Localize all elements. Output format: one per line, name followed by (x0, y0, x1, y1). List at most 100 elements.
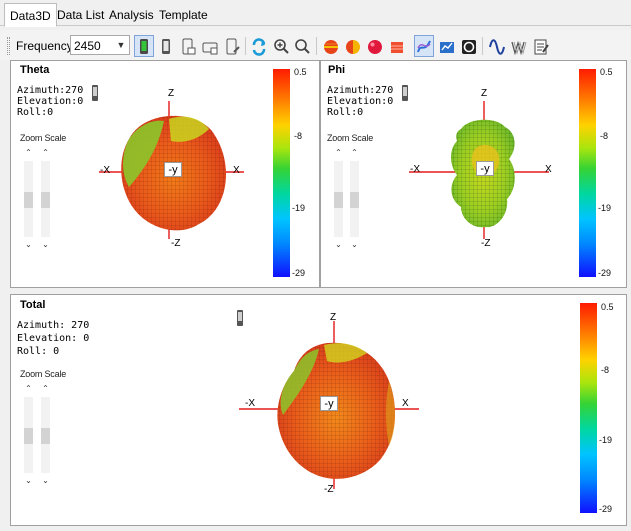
chevron-up-icon[interactable]: ⌃ (42, 384, 49, 393)
panel-title: Phi (328, 64, 346, 76)
zoom-slider-right[interactable]: ⌃ ⌄ (348, 147, 361, 251)
half-sphere-button[interactable] (343, 35, 363, 57)
axis-label-neg-x: -X (245, 398, 255, 409)
scale-tick: -19 (598, 203, 612, 213)
slider-thumb[interactable] (41, 192, 50, 208)
green-region (280, 349, 319, 415)
scale-tick: -29 (599, 504, 613, 514)
axis-label-x: X (545, 164, 552, 175)
half-sphere-icon (346, 40, 360, 54)
surface-plot-button[interactable] (414, 35, 434, 57)
tab-analysis[interactable]: Analysis (109, 8, 154, 22)
roll-readout: Roll:0 (17, 107, 54, 118)
tab-data-list[interactable]: Data List (57, 8, 105, 22)
theta-pattern-plot[interactable] (99, 89, 249, 279)
multi-wave-button[interactable] (509, 35, 529, 57)
slider-thumb[interactable] (350, 192, 359, 208)
phi-pattern-plot[interactable] (409, 89, 559, 279)
panel-title: Total (20, 299, 46, 311)
total-pattern-plot[interactable] (239, 311, 429, 511)
zoom-out-button[interactable] (292, 35, 312, 57)
scale-tick: 0.5 (600, 67, 613, 77)
scale-tick: -8 (294, 131, 303, 141)
chevron-down-icon[interactable]: ⌄ (25, 240, 32, 249)
phone-orientation-icon (237, 310, 243, 326)
chevron-down-icon[interactable]: ⌄ (42, 240, 49, 249)
zoom-slider-left[interactable]: ⌃ ⌄ (22, 147, 35, 251)
chevron-down-icon[interactable]: ▼ (116, 40, 126, 50)
azimuth-readout: Azimuth:270 (17, 85, 84, 96)
slider-thumb[interactable] (41, 428, 50, 444)
circle-target-button[interactable] (459, 35, 479, 57)
tab-data3d[interactable]: Data3D (4, 3, 57, 27)
chevron-down-icon[interactable]: ⌄ (351, 240, 358, 249)
phi-panel: Phi Azimuth:270 Elevation:0 Roll:0 Zoom … (320, 60, 627, 288)
chevron-up-icon[interactable]: ⌃ (335, 148, 342, 157)
wave-button[interactable] (487, 35, 507, 57)
notes-icon (534, 39, 549, 55)
sphere-slice-button[interactable] (321, 35, 341, 57)
color-scale-bar (580, 303, 597, 513)
toolbar-separator (316, 37, 317, 55)
theta-panel: Theta Azimuth:270 Elevation:0 Roll:0 Zoo… (10, 60, 320, 288)
toolbar: Frequency: 2450 ▼ (0, 30, 631, 60)
axis-label-neg-x: -X (100, 165, 110, 176)
ball-button[interactable] (365, 35, 385, 57)
axis-label-neg-y: -y (476, 161, 494, 176)
frequency-select[interactable]: 2450 ▼ (70, 35, 130, 55)
box-icon (391, 42, 403, 53)
chevron-up-icon[interactable]: ⌃ (351, 148, 358, 157)
rotate-button[interactable] (249, 35, 269, 57)
zoom-slider-left[interactable]: ⌃ ⌄ (22, 383, 35, 487)
azimuth-readout: Azimuth: 270 (17, 320, 90, 331)
zoom-slider-right[interactable]: ⌃ ⌄ (39, 383, 52, 487)
phone-left-icon (182, 38, 196, 55)
sphere-slice-icon (324, 40, 338, 54)
scale-tick: -29 (598, 268, 612, 278)
zoom-slider-right[interactable]: ⌃ ⌄ (39, 147, 52, 251)
phone-landscape-button[interactable] (200, 35, 220, 57)
total-panel: Total Azimuth: 270 Elevation: 0 Roll: 0 … (10, 294, 627, 526)
frequency-value: 2450 (74, 39, 101, 53)
zoom-scale-label: Zoom Scale (20, 133, 67, 143)
roll-readout: Roll: 0 (17, 346, 60, 357)
zoom-scale-label: Zoom Scale (327, 133, 374, 143)
slider-thumb[interactable] (24, 192, 33, 208)
axis-label-z: Z (481, 88, 488, 99)
scale-tick: -19 (599, 435, 613, 445)
axis-label-x: X (233, 165, 240, 176)
chevron-down-icon[interactable]: ⌄ (335, 240, 342, 249)
chevron-down-icon[interactable]: ⌄ (42, 476, 49, 485)
zoom-slider-left[interactable]: ⌃ ⌄ (332, 147, 345, 251)
phone-right-button[interactable] (222, 35, 242, 57)
scale-tick: -8 (600, 131, 609, 141)
axis-label-z: Z (168, 88, 175, 99)
roll-readout: Roll:0 (327, 107, 364, 118)
slider-thumb[interactable] (24, 428, 33, 444)
slider-thumb[interactable] (334, 192, 343, 208)
phone-side-icon (162, 39, 170, 54)
zoom-in-button[interactable] (271, 35, 291, 57)
chart-view-icon (440, 42, 454, 53)
tab-template[interactable]: Template (159, 8, 208, 22)
chevron-up-icon[interactable]: ⌃ (42, 148, 49, 157)
phone-front-button[interactable] (134, 35, 154, 57)
color-scale-bar (273, 69, 290, 277)
toolbar-grip[interactable] (7, 37, 10, 55)
toolbar-separator (482, 37, 483, 55)
elevation-readout: Elevation: 0 (17, 333, 90, 344)
phone-side-button[interactable] (156, 35, 176, 57)
chevron-up-icon[interactable]: ⌃ (25, 148, 32, 157)
chart-view-button[interactable] (437, 35, 457, 57)
zoom-in-icon (274, 39, 289, 54)
ball-icon (368, 40, 382, 54)
box-button[interactable] (387, 35, 407, 57)
yellow-region (324, 343, 367, 363)
phone-left-button[interactable] (178, 35, 198, 57)
phone-orientation-icon (402, 85, 408, 101)
chevron-up-icon[interactable]: ⌃ (25, 384, 32, 393)
notes-button[interactable] (531, 35, 551, 57)
chevron-down-icon[interactable]: ⌄ (25, 476, 32, 485)
color-scale-bar (579, 69, 596, 277)
elevation-readout: Elevation:0 (17, 96, 84, 107)
